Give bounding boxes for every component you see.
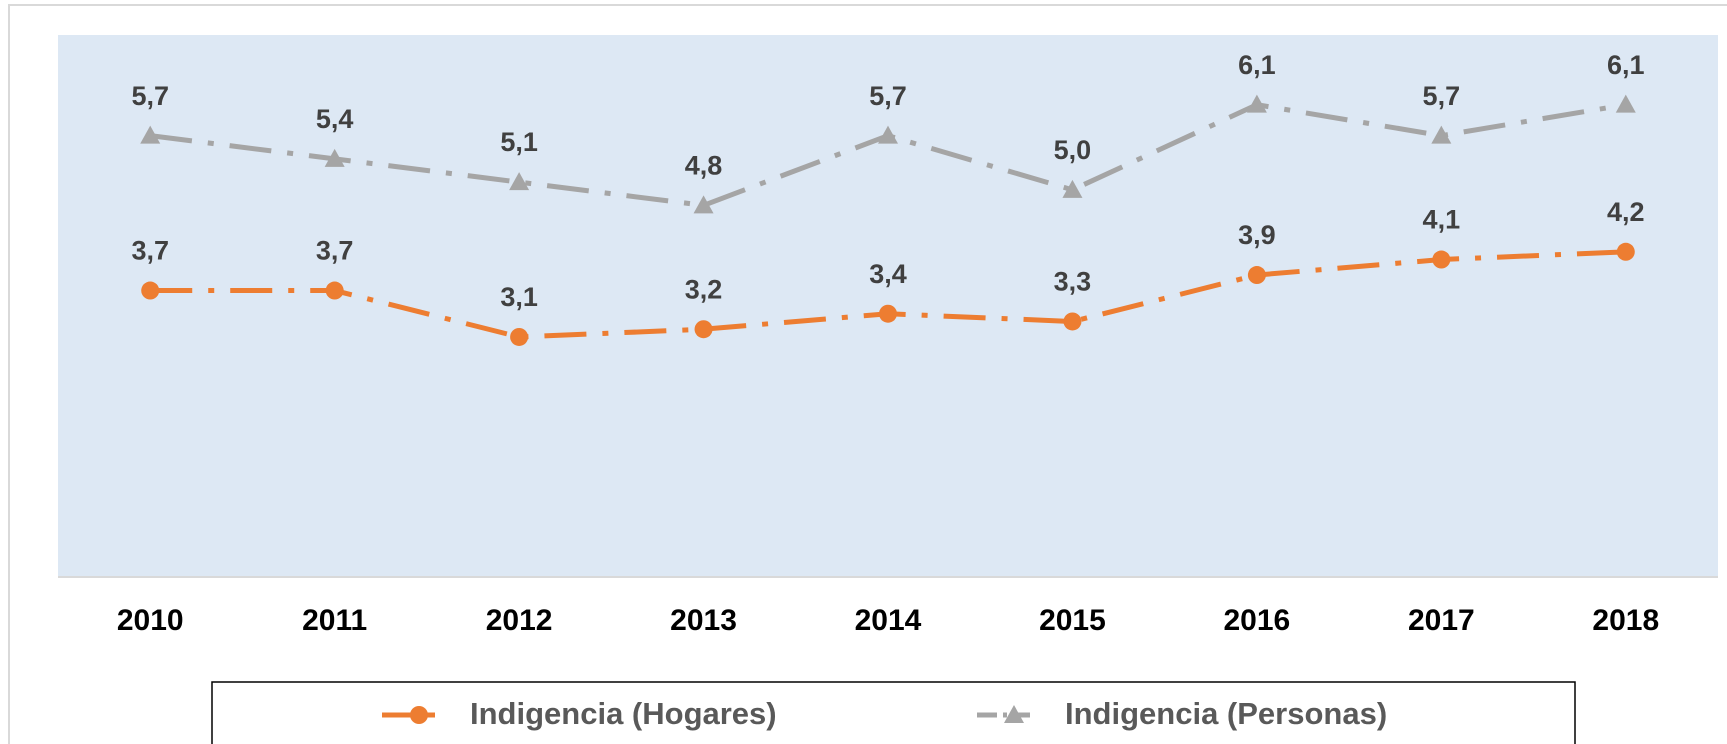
point <box>1615 94 1636 113</box>
legend <box>211 681 1576 744</box>
data-label: 3,1 <box>500 282 538 312</box>
x-tick-label: 2015 <box>1039 604 1106 637</box>
data-label: 3,3 <box>1054 267 1092 297</box>
data-label: 5,1 <box>500 127 538 157</box>
data-label: 3,2 <box>685 274 723 304</box>
point <box>509 172 530 191</box>
data-label: 4,1 <box>1423 205 1461 235</box>
point <box>324 148 345 167</box>
data-label: 4,2 <box>1607 197 1645 227</box>
data-label: 3,7 <box>131 236 169 266</box>
point <box>1431 125 1452 144</box>
point <box>141 281 160 300</box>
data-label: 6,1 <box>1607 50 1645 80</box>
data-label: 5,7 <box>1423 81 1461 111</box>
data-label: 6,1 <box>1238 50 1276 80</box>
data-label: 5,7 <box>131 81 169 111</box>
x-tick-label: 2012 <box>486 604 553 637</box>
legend-label: Indigencia (Hogares) <box>470 696 777 731</box>
point <box>1247 266 1266 285</box>
x-tick-label: 2011 <box>302 604 367 637</box>
point <box>1432 250 1451 269</box>
point <box>325 281 344 300</box>
data-label: 3,4 <box>869 259 907 289</box>
data-label: 4,8 <box>685 150 723 180</box>
x-tick-label: 2017 <box>1408 604 1475 637</box>
legend-marker <box>410 706 428 724</box>
legend-label: Indigencia (Personas) <box>1065 696 1387 731</box>
legend-marker <box>1004 705 1024 723</box>
data-label: 5,4 <box>316 104 354 134</box>
point <box>879 304 897 323</box>
data-label: 3,9 <box>1238 220 1276 250</box>
x-tick-label: 2013 <box>670 604 737 637</box>
point <box>878 125 898 144</box>
point <box>693 195 714 214</box>
point <box>1616 242 1635 261</box>
point <box>140 125 161 144</box>
x-tick-label: 2010 <box>117 604 184 637</box>
x-tick-label: 2018 <box>1592 604 1659 637</box>
point <box>694 320 713 339</box>
data-label: 5,0 <box>1054 135 1092 165</box>
data-label: 3,7 <box>316 236 354 266</box>
point <box>1063 312 1082 331</box>
point <box>1246 94 1267 113</box>
x-tick-label: 2016 <box>1224 604 1291 637</box>
point <box>510 327 529 346</box>
x-tick-label: 2014 <box>855 604 922 637</box>
data-label: 5,7 <box>869 81 907 111</box>
point <box>1062 179 1083 198</box>
